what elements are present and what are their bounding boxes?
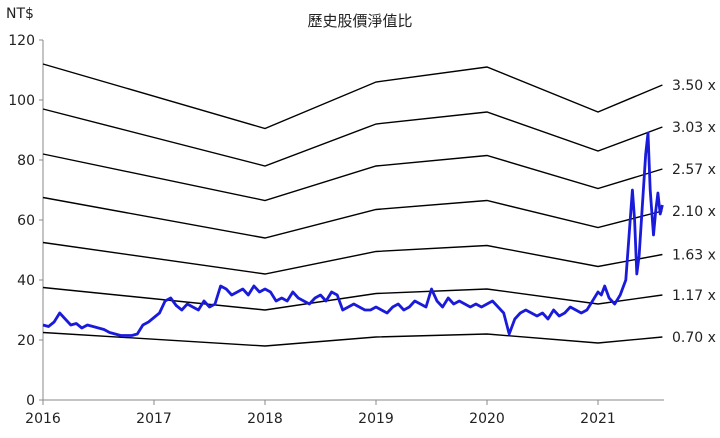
band-label: 2.10 x: [672, 204, 716, 220]
price-line: [42, 131, 664, 337]
y-tick-label: 80: [17, 153, 35, 169]
band-line: [42, 241, 663, 275]
x-tick-label: 2018: [247, 411, 283, 427]
chart-title: 歷史股價淨值比: [307, 12, 412, 30]
band-line: [42, 153, 663, 202]
y-axis-unit-label: NT$: [6, 6, 34, 22]
band-label: 2.57 x: [672, 162, 716, 178]
band-line: [42, 196, 663, 239]
band-label: 1.17 x: [672, 288, 716, 304]
axes: 0 20 40 60 80 100 120 2016 2017 2018 2019 2020 2021: [8, 33, 664, 427]
x-tick-label: 2016: [25, 411, 61, 427]
y-tick-label: 0: [26, 393, 35, 409]
x-tick-label: 2017: [136, 411, 172, 427]
band-label: 0.70 x: [672, 330, 716, 346]
band-line: [42, 63, 663, 130]
band-line: [42, 108, 663, 167]
y-tick-label: 100: [8, 93, 35, 109]
band-label: 3.50 x: [672, 78, 716, 94]
band-label: 1.63 x: [672, 248, 716, 264]
y-tick-label: 40: [17, 273, 35, 289]
x-tick-label: 2021: [580, 411, 616, 427]
y-tick-label: 60: [17, 213, 35, 229]
y-tick-label: 120: [8, 33, 35, 49]
band-line: [42, 331, 663, 347]
price-series: [42, 131, 664, 337]
y-tick-label: 20: [17, 333, 35, 349]
x-tick-label: 2019: [358, 411, 394, 427]
x-tick-label: 2020: [469, 411, 505, 427]
band-label: 3.03 x: [672, 120, 716, 136]
